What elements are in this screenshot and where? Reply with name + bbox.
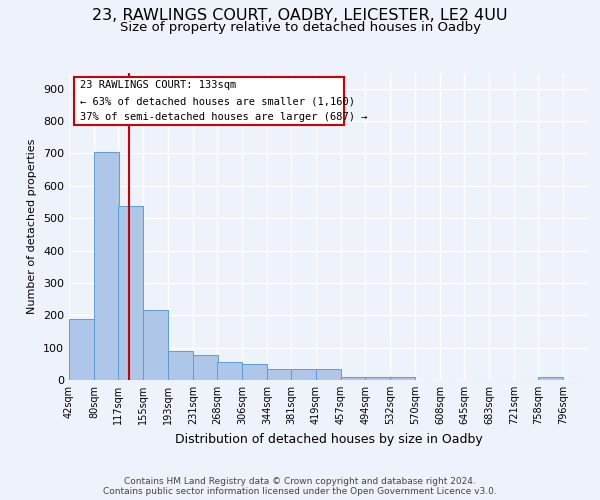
Text: Size of property relative to detached houses in Oadby: Size of property relative to detached ho… [119, 21, 481, 34]
Bar [94, 152, 119, 380]
Text: Contains public sector information licensed under the Open Government Licence v3: Contains public sector information licen… [103, 487, 497, 496]
Bar [538, 377, 563, 380]
Bar [267, 368, 292, 380]
Bar [118, 206, 143, 380]
X-axis label: Distribution of detached houses by size in Oadby: Distribution of detached houses by size … [175, 432, 482, 446]
Bar [341, 377, 365, 380]
Bar [390, 378, 415, 380]
Text: 23 RAWLINGS COURT: 133sqm: 23 RAWLINGS COURT: 133sqm [80, 80, 236, 90]
Bar [316, 368, 341, 380]
Text: Contains HM Land Registry data © Crown copyright and database right 2024.: Contains HM Land Registry data © Crown c… [124, 477, 476, 486]
Text: ← 63% of detached houses are smaller (1,160): ← 63% of detached houses are smaller (1,… [80, 96, 355, 106]
Bar [168, 351, 193, 380]
Bar [292, 368, 316, 380]
Bar [69, 318, 94, 380]
Text: 23, RAWLINGS COURT, OADBY, LEICESTER, LE2 4UU: 23, RAWLINGS COURT, OADBY, LEICESTER, LE… [92, 8, 508, 22]
Bar [365, 378, 390, 380]
Bar [242, 364, 267, 380]
Text: 37% of semi-detached houses are larger (687) →: 37% of semi-detached houses are larger (… [80, 112, 368, 122]
Bar [143, 310, 168, 380]
FancyBboxPatch shape [74, 77, 344, 125]
Bar [193, 355, 218, 380]
Bar [217, 362, 242, 380]
Y-axis label: Number of detached properties: Number of detached properties [28, 138, 37, 314]
